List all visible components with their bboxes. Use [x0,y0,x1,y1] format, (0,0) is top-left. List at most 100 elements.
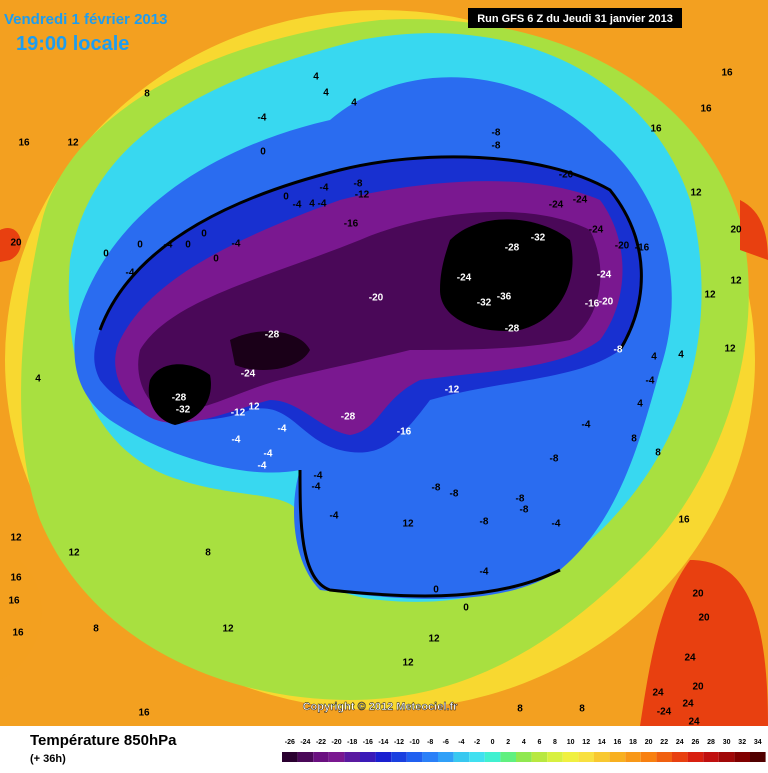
contour-label: -4 [232,435,241,446]
contour-label: -36 [497,292,512,303]
contour-label: 12 [428,634,440,645]
contour-label: 24 [682,699,694,710]
colorbar-swatch [687,752,704,762]
contour-label: -4 [330,511,339,522]
contour-label: 16 [8,596,20,607]
contour-label: -8 [520,505,529,516]
contour-label: -8 [492,141,501,152]
contour-label: 12 [68,548,80,559]
contour-label: -20 [369,293,384,304]
contour-label: -28 [341,412,356,423]
contour-label: -20 [559,170,574,181]
colorbar-tick-label: -22 [316,739,326,746]
contour-label: 16 [12,628,24,639]
contour-label: -4 [293,200,302,211]
colorbar-swatch [500,752,516,762]
contour-label: -28 [505,324,520,335]
colorbar-tick-label: 34 [754,739,762,746]
contour-label: -4 [318,199,327,210]
contour-label: 20 [730,225,742,236]
contour-label: -4 [320,183,329,194]
copyright: Copyright © 2012 Meteociel.fr [303,701,459,713]
contour-label: 8 [517,704,523,715]
colorbar-swatch [703,752,719,762]
colorbar-tick-label: 4 [522,739,526,746]
colorbar-tick-label: 20 [645,739,653,746]
contour-label: -12 [231,408,246,419]
contour-label: -16 [585,299,600,310]
contour-label: 12 [704,290,716,301]
colorbar-swatch [360,752,376,762]
contour-label: 8 [144,89,150,100]
colorbar-swatch [625,752,641,762]
contour-label: 12 [402,658,414,669]
contour-label: -32 [477,298,492,309]
colorbar-tick-label: -4 [458,739,464,746]
contour-label: -20 [599,297,614,308]
colorbar-swatch [672,752,688,762]
colorbar: -26 -24 -22 -20 -18 -16 -14 -12 -10 -8 -6 -4 -2 0 2 4 6 8… [282,739,766,762]
contour-label: 4 [637,399,643,410]
colorbar-swatch [578,752,594,762]
contour-label: 12 [222,624,234,635]
colorbar-swatch [313,752,329,762]
contour-label: 12 [402,519,414,530]
contour-label: 4 [35,374,41,385]
contour-label: -4 [258,113,267,124]
colorbar-swatch [640,752,657,762]
contour-label: 4 [313,72,319,83]
date: Vendredi 1 février 2013 [4,11,167,28]
contour-label: 0 [260,147,266,158]
colorbar-tick-label: 6 [537,739,541,746]
contour-label: -20 [615,241,630,252]
contour-label: -32 [176,405,191,416]
contour-label: -24 [589,225,604,236]
colorbar-tick-label: 10 [567,739,575,746]
colorbar-tick-label: 0 [491,739,495,746]
contour-label: -8 [354,179,363,190]
contour-label: 20 [10,238,22,249]
contour-label: 12 [10,533,22,544]
contour-label: 16 [678,515,690,526]
colorbar-tick-label: -20 [332,739,342,746]
colorbar-tick-label: -10 [410,739,420,746]
contour-zero [98,155,643,598]
colorbar-tick-label: 18 [629,739,637,746]
contour-label: -8 [450,489,459,500]
colorbar-tick-label: 16 [614,739,622,746]
contour-label: -16 [635,243,650,254]
contour-label: 12 [690,188,702,199]
colorbar-tick-label: 24 [676,739,684,746]
contour-label: 16 [18,138,30,149]
colorbar-tick-label: 22 [660,739,668,746]
colorbar-tick-label: -6 [443,739,449,746]
colorbar-tick-label: 32 [738,739,746,746]
colorbar-swatch [453,752,470,762]
contour-label: 4 [678,350,684,361]
colorbar-swatch [531,752,548,762]
contour-label: 12 [730,276,742,287]
parameter: Température 850hPa [30,732,177,749]
colorbar-tick-label: -18 [347,739,357,746]
contour-label: 8 [579,704,585,715]
local-time: 19:00 locale [16,33,129,55]
contour-label: -4 [480,567,489,578]
contour-label: 24 [652,688,664,699]
colorbar-tick-label: -14 [378,739,388,746]
colorbar-tick-label: -12 [394,739,404,746]
contour-label: 4 [323,88,329,99]
contour-label: 16 [650,124,662,135]
contour-label: -4 [312,482,321,493]
zone-hot [640,560,768,726]
contour-label: 0 [213,254,219,265]
contour-label: -12 [445,385,460,396]
contour-label: 4 [309,199,315,210]
contour-label: -4 [278,424,287,435]
contour-label: 12 [248,402,260,413]
contour-label: -28 [172,393,187,404]
core-cold [230,331,310,370]
colorbar-swatch [656,752,672,762]
colorbar-tick-label: -8 [427,739,433,746]
